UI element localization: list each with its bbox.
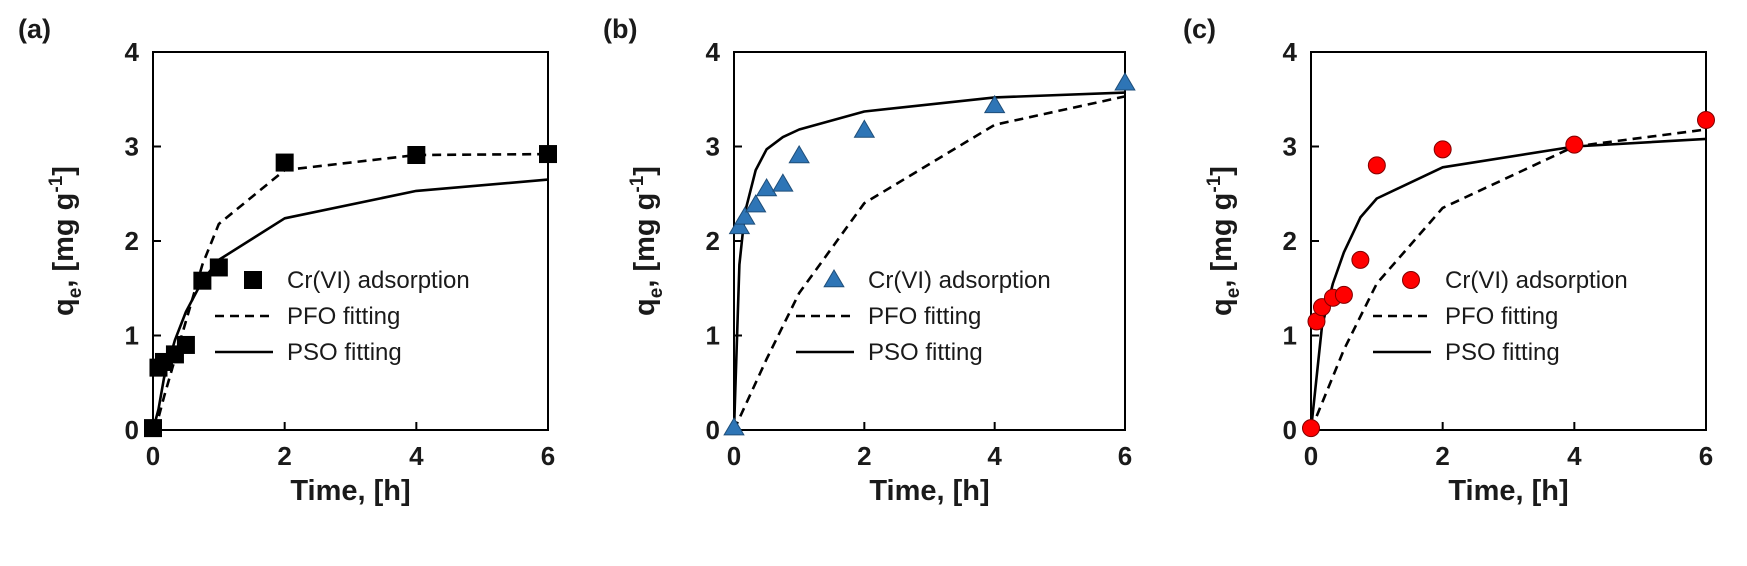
- data-point: [728, 215, 751, 235]
- y-tick-label: 0: [706, 415, 720, 445]
- data-point: [1697, 111, 1715, 130]
- y-axis-title-prefix: q: [1206, 298, 1238, 316]
- y-axis-title-suffix: ]: [629, 166, 661, 176]
- chart-panel: (b) 0 1 2 3 4 0 2 4 6 Time, [h] qe, [mg g-1] Cr(VI) …: [603, 14, 1136, 507]
- legend-label: Cr(VI) adsorption: [868, 267, 1051, 294]
- legend-label: Cr(VI) adsorption: [1445, 267, 1628, 294]
- x-tick-label: 4: [409, 441, 424, 471]
- y-axis-title-suffix: ]: [1206, 166, 1238, 176]
- y-tick-label: 1: [125, 321, 139, 351]
- y-tick-label: 3: [706, 132, 720, 162]
- data-point: [176, 335, 195, 354]
- y-axis-title-mid: , [mg g: [629, 193, 661, 288]
- y-axis-title-prefix: q: [629, 298, 661, 316]
- legend-marker: [1402, 271, 1420, 289]
- y-axis-title-sub: e: [1223, 288, 1244, 299]
- legend-label: PSO fitting: [1445, 339, 1560, 366]
- data-point: [144, 419, 162, 438]
- legend-label: PSO fitting: [287, 339, 402, 366]
- data-point: [755, 178, 778, 197]
- series-line-pfo-fitting: [151, 152, 549, 431]
- y-axis-title-sub: e: [65, 288, 86, 299]
- data-point: [1114, 72, 1136, 91]
- y-tick-label: 2: [125, 226, 139, 256]
- series-line-pso-fitting: [732, 91, 1126, 431]
- panel-label: (a): [18, 14, 51, 44]
- data-point: [539, 145, 557, 164]
- y-tick-label: 2: [706, 226, 720, 256]
- y-tick-label: 1: [1283, 321, 1297, 351]
- y-axis-title-suffix: ]: [48, 166, 80, 176]
- x-tick-label: 0: [1304, 441, 1318, 471]
- chart-panel: (c) 0 1 2 3 4 0 2 4 6 Time, [h] qe, [mg g-1] Cr(VI) …: [1183, 14, 1715, 507]
- data-point: [744, 194, 767, 213]
- x-tick-label: 0: [727, 441, 741, 471]
- legend-marker: [244, 271, 262, 289]
- data-point: [1367, 156, 1386, 175]
- data-point: [1433, 140, 1452, 159]
- data-point: [734, 206, 756, 225]
- panel-label: (b): [603, 14, 637, 44]
- data-point: [1565, 135, 1584, 154]
- x-tick-label: 0: [146, 441, 160, 471]
- data-point: [275, 153, 294, 172]
- x-tick-label: 4: [1567, 441, 1582, 471]
- x-tick-label: 6: [541, 441, 555, 471]
- x-axis-title: Time, [h]: [290, 475, 410, 507]
- y-tick-label: 4: [125, 37, 140, 67]
- y-tick-label: 2: [1283, 226, 1297, 256]
- data-point: [209, 258, 228, 277]
- panel-label: (c): [1183, 14, 1216, 44]
- legend-label: PFO fitting: [1445, 303, 1558, 330]
- series-line-pfo-fitting: [1309, 128, 1707, 431]
- x-tick-label: 2: [1435, 441, 1449, 471]
- data-point: [193, 271, 212, 290]
- legend-label: PSO fitting: [868, 339, 983, 366]
- plot-frame: [1310, 51, 1707, 431]
- y-tick-label: 0: [1283, 415, 1297, 445]
- y-tick-label: 3: [1283, 132, 1297, 162]
- x-tick-label: 2: [857, 441, 871, 471]
- y-tick-label: 4: [1283, 37, 1298, 67]
- y-tick-label: 1: [706, 321, 720, 351]
- series-line-pfo-fitting: [732, 95, 1126, 431]
- y-axis-title: qe, [mg g-1]: [46, 166, 86, 316]
- data-point: [723, 417, 745, 436]
- legend-label: Cr(VI) adsorption: [287, 267, 470, 294]
- data-point: [407, 146, 426, 165]
- legend-marker: [823, 268, 845, 288]
- y-axis-title: qe, [mg g-1]: [627, 166, 667, 316]
- y-axis-title-sup: -1: [1204, 175, 1225, 192]
- data-point: [853, 119, 876, 138]
- y-axis-title-prefix: q: [48, 298, 80, 316]
- y-axis-title-sup: -1: [46, 175, 67, 192]
- data-point: [1302, 419, 1320, 438]
- data-point: [1351, 250, 1370, 269]
- data-point: [788, 144, 810, 164]
- y-tick-label: 3: [125, 132, 139, 162]
- x-tick-label: 2: [277, 441, 291, 471]
- legend-label: PFO fitting: [287, 303, 400, 330]
- y-axis-title-mid: , [mg g: [48, 193, 80, 288]
- x-axis-title: Time, [h]: [1448, 475, 1568, 507]
- y-axis-title-sup: -1: [627, 175, 648, 192]
- series-line-pso-fitting: [151, 178, 549, 431]
- data-point: [772, 173, 794, 192]
- x-axis-title: Time, [h]: [869, 475, 989, 507]
- x-tick-label: 4: [987, 441, 1002, 471]
- x-tick-label: 6: [1699, 441, 1713, 471]
- y-axis-title-mid: , [mg g: [1206, 193, 1238, 288]
- y-tick-label: 4: [706, 37, 721, 67]
- data-point: [1334, 285, 1353, 304]
- y-axis-title-sub: e: [646, 288, 667, 299]
- data-point: [983, 94, 1006, 114]
- y-axis-title: qe, [mg g-1]: [1204, 166, 1244, 316]
- y-tick-label: 0: [125, 415, 139, 445]
- chart-panel: (a) 0 1 2 3 4 0 2 4 6 Time, [h] qe, [mg g-1] Cr(VI) …: [18, 14, 557, 507]
- x-tick-label: 6: [1118, 441, 1132, 471]
- legend-label: PFO fitting: [868, 303, 981, 330]
